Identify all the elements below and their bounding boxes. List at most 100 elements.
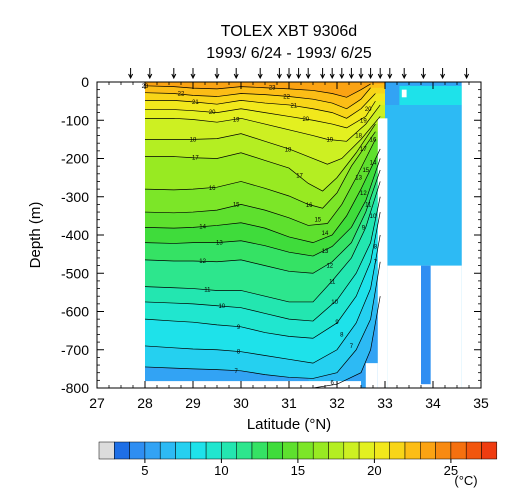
contour-label: 11 xyxy=(204,287,211,293)
colorbar-tick-label: 10 xyxy=(214,463,228,478)
x-tick-label: 27 xyxy=(89,395,105,411)
contour-label: 14 xyxy=(322,231,329,237)
station-marker xyxy=(401,68,407,80)
contour-14 xyxy=(144,148,381,244)
contour-label: 23 xyxy=(269,86,276,92)
station-marker xyxy=(387,68,393,80)
x-tick-label: 32 xyxy=(329,395,345,411)
contour-label: 22 xyxy=(178,91,185,97)
contour-label: 10 xyxy=(370,214,377,220)
contour-10 xyxy=(144,196,381,322)
no-data-region xyxy=(401,89,407,98)
contour-label: 13 xyxy=(216,241,223,247)
contour-label: 10 xyxy=(331,300,338,306)
station-marker xyxy=(320,68,326,80)
x-tick-label: 30 xyxy=(233,395,249,411)
station-marker xyxy=(420,68,426,80)
station-marker xyxy=(276,68,282,80)
y-tick-label: -700 xyxy=(61,342,89,358)
colorbar-cell xyxy=(343,441,360,460)
colorbar-cell xyxy=(159,441,176,460)
station-marker xyxy=(377,68,383,80)
contour-label: 15 xyxy=(233,202,240,208)
colorbar-undefined-cell xyxy=(98,441,115,460)
x-tick-label: 33 xyxy=(377,395,393,411)
colorbar-cell xyxy=(404,441,421,460)
station-marker xyxy=(339,68,345,80)
contour-16 xyxy=(144,131,376,209)
contour-label: 9 xyxy=(362,225,366,231)
station-marker xyxy=(257,68,263,80)
chart-title: TOLEX XBT 9306d xyxy=(221,23,357,40)
colorbar-cell xyxy=(251,441,268,460)
y-tick-label: 0 xyxy=(81,74,89,90)
contour-label: 15 xyxy=(362,168,369,174)
contour-label: 19 xyxy=(233,117,240,123)
contour-8 xyxy=(144,234,381,364)
contour-label: 11 xyxy=(365,202,372,208)
contour-22 xyxy=(144,87,371,110)
contour-label: 20 xyxy=(209,110,216,116)
contour-label: 21 xyxy=(290,104,297,110)
contour-12 xyxy=(144,169,381,274)
station-marker xyxy=(464,68,470,80)
contour-label: 9 xyxy=(335,320,339,326)
contour-18 xyxy=(145,116,381,165)
station-marker xyxy=(190,68,196,80)
contour-label: 10 xyxy=(218,304,225,310)
contour-label: 12 xyxy=(326,264,333,270)
contour-label: 17 xyxy=(360,147,367,153)
colorbar-cell xyxy=(465,441,482,460)
contour-label: 7 xyxy=(235,369,239,375)
no-data-region xyxy=(387,265,409,388)
station-marker xyxy=(348,68,354,80)
colorbar-cell xyxy=(114,441,130,460)
contour-label: 9 xyxy=(237,325,241,331)
colorbar-cell xyxy=(297,441,314,460)
colorbar-tick-label: 25 xyxy=(444,463,458,478)
x-axis-label: Latitude (°N) xyxy=(247,416,331,433)
x-axis: 27 28 29 30 31 32 33 34 35 xyxy=(89,82,489,411)
colorbar-cell xyxy=(221,441,237,460)
contour-label: 8 xyxy=(374,244,378,250)
colorbar-cell xyxy=(435,441,452,460)
contour-label: 19 xyxy=(326,137,333,143)
contour-labels: 2322212023222119201918181717161514131211… xyxy=(142,84,378,386)
colorbar-cell xyxy=(267,441,283,460)
band-23 xyxy=(145,82,385,98)
contour-15 xyxy=(144,139,376,226)
colorbar-cell xyxy=(205,441,222,460)
colorbar-cell xyxy=(190,441,207,460)
contour-label: 7 xyxy=(350,344,354,350)
chart-subtitle: 1993/ 6/24 - 1993/ 6/25 xyxy=(206,45,372,62)
x-tick-label: 28 xyxy=(137,395,153,411)
no-data-region xyxy=(97,82,145,388)
colorbar-cell xyxy=(236,441,253,460)
colorbar-cell xyxy=(420,441,436,460)
y-tick-label: -500 xyxy=(61,265,89,281)
y-tick-label: -400 xyxy=(61,227,89,243)
station-marker xyxy=(305,68,311,80)
contour-17 xyxy=(145,123,376,192)
contour-label: 20 xyxy=(302,117,309,123)
y-tick-label: -100 xyxy=(61,112,89,128)
contour-label: 15 xyxy=(314,218,321,224)
station-marker xyxy=(329,68,335,80)
station-marker xyxy=(296,68,302,80)
no-data-region xyxy=(430,265,462,388)
no-data-region xyxy=(145,381,361,388)
contour-label: 8 xyxy=(340,332,344,338)
colorbar-tick-label: 5 xyxy=(141,463,148,478)
y-axis: 0 -100 -200 -300 -400 -500 -600 -700 -800 xyxy=(61,74,481,396)
contour-label: 7 xyxy=(374,260,378,266)
contour-label: 18 xyxy=(285,147,292,153)
contour-7 xyxy=(144,261,381,379)
contour-label: 6 xyxy=(331,380,335,386)
station-marker xyxy=(358,68,364,80)
contour-11 xyxy=(144,181,381,303)
contour-label: 16 xyxy=(306,203,313,209)
x-tick-label: 29 xyxy=(185,395,201,411)
contour-label: 8 xyxy=(237,350,241,356)
contour-20 xyxy=(145,100,376,129)
colorbar-cell xyxy=(481,441,498,460)
